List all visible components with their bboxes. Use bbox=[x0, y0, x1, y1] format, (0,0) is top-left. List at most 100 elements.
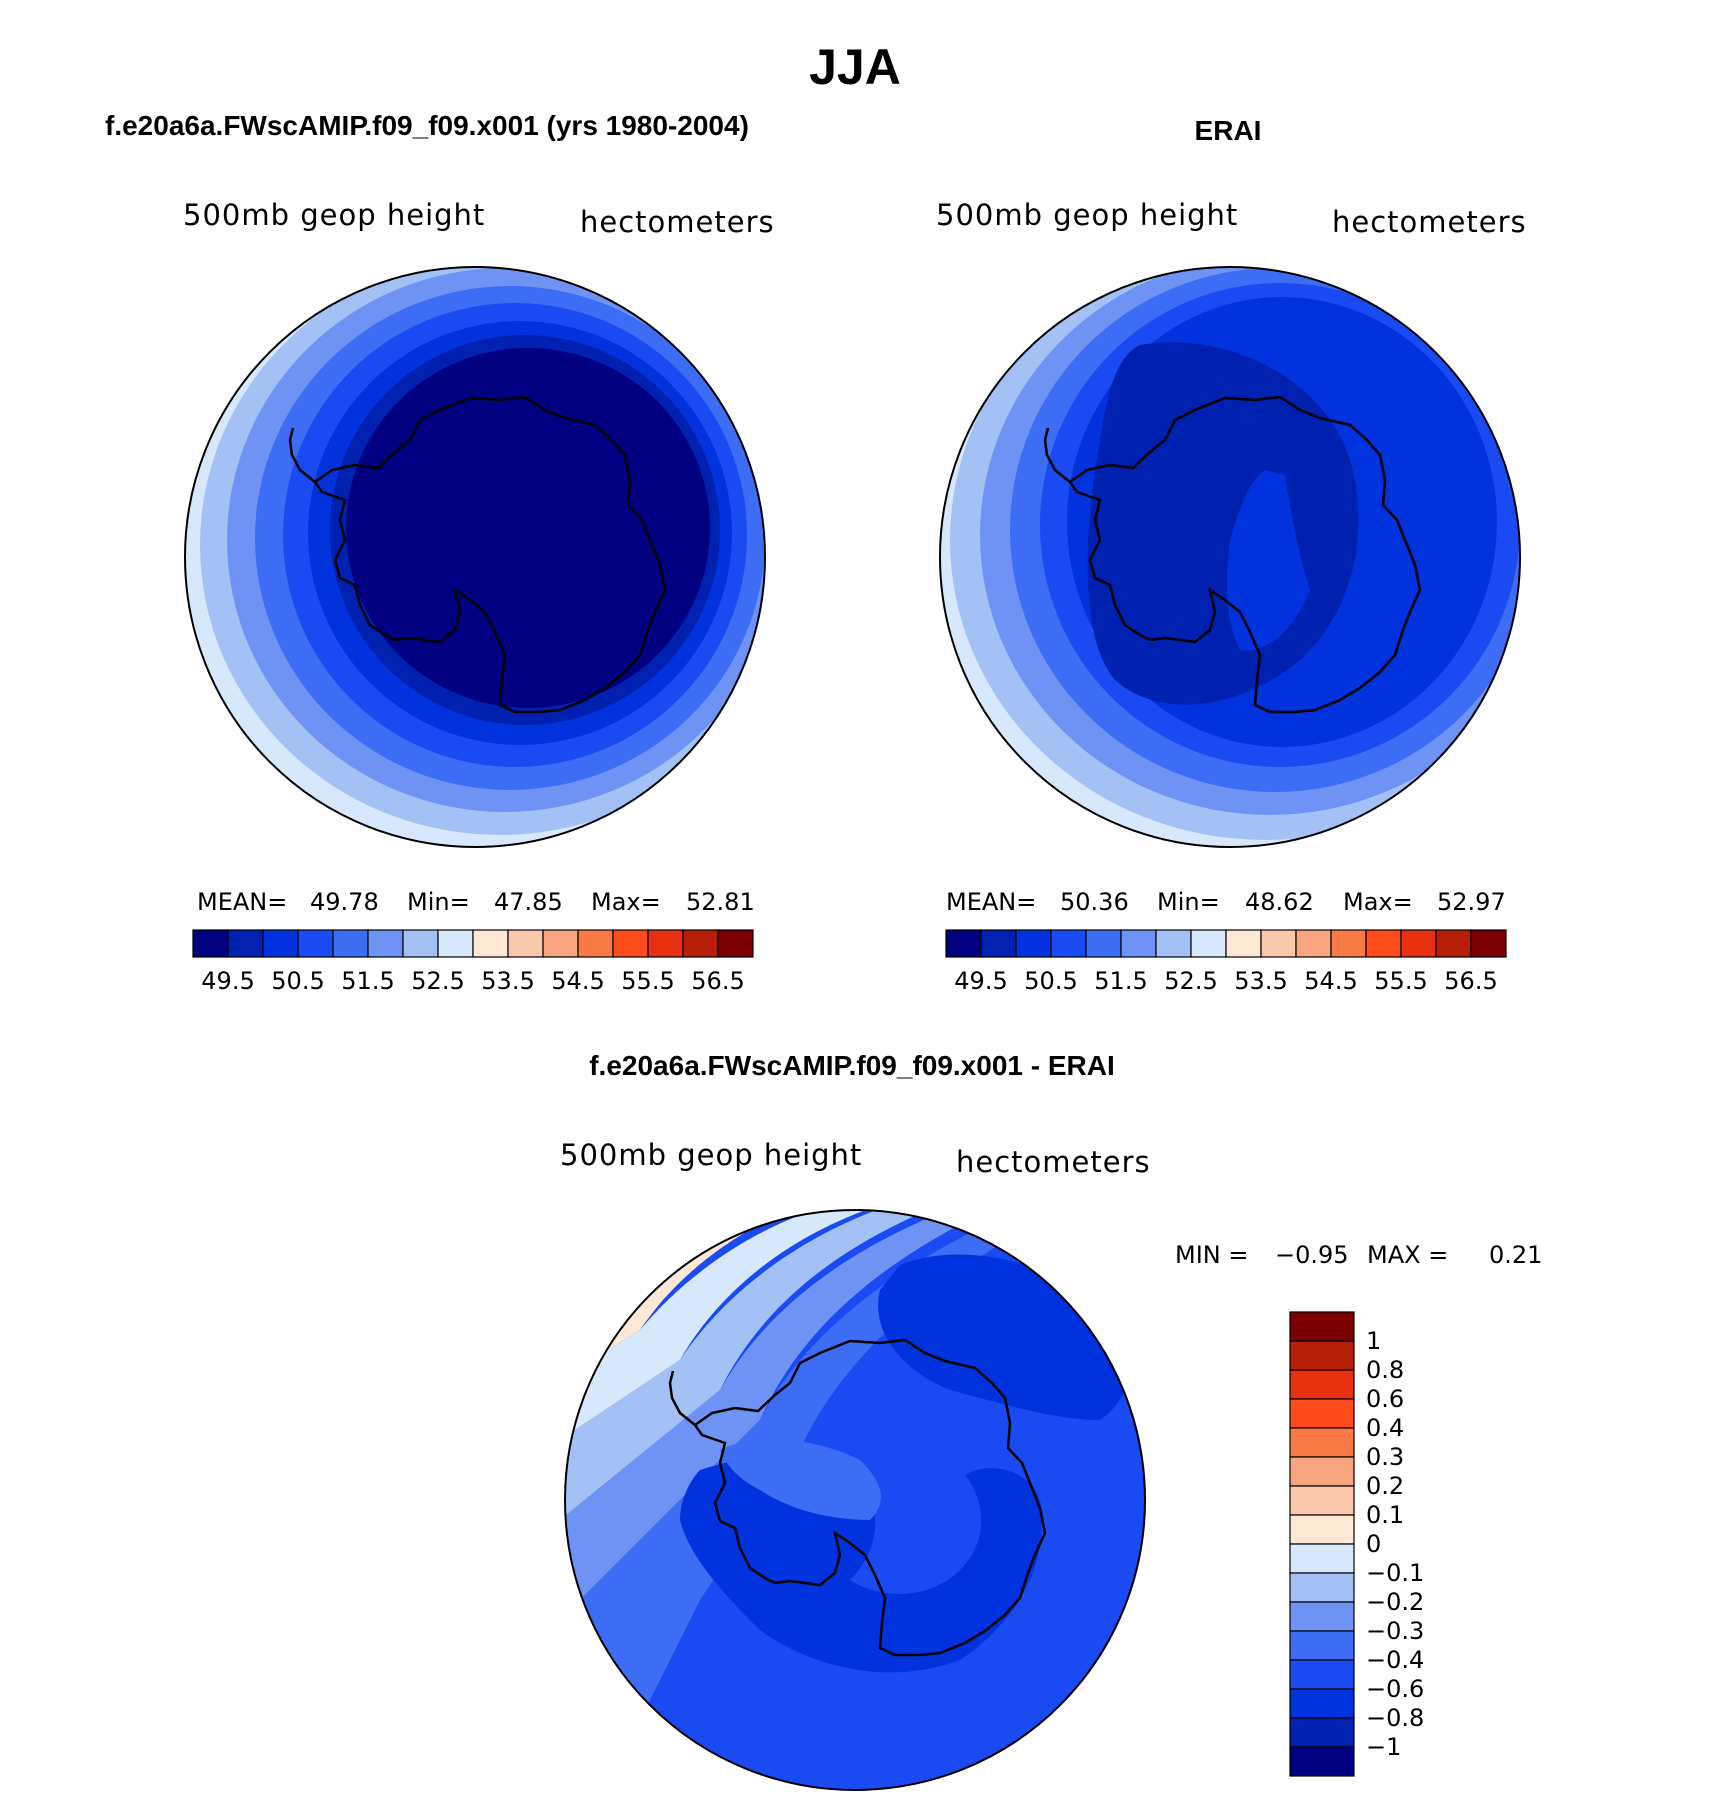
colorbar-swatch bbox=[1435, 929, 1472, 958]
panel-model-mean-label: MEAN= bbox=[197, 888, 287, 916]
colorbar-tick-label: 53.5 bbox=[1234, 967, 1287, 995]
colorbar-swatch bbox=[402, 929, 439, 958]
colorbar-swatch bbox=[1289, 1688, 1355, 1719]
colorbar-swatch bbox=[577, 929, 614, 958]
colorbar-tick-label: 49.5 bbox=[201, 967, 254, 995]
panel-model-map bbox=[185, 267, 765, 847]
colorbar-swatch bbox=[367, 929, 404, 958]
colorbar-tick-label: −0.1 bbox=[1366, 1559, 1424, 1587]
colorbar-tick-label: 0.1 bbox=[1366, 1501, 1404, 1529]
panel-obs: ERAI 500mb geop height hectometers MEAN=… bbox=[936, 115, 1526, 995]
panel-diff-units: hectometers bbox=[956, 1145, 1151, 1179]
colorbar-swatch bbox=[1289, 1369, 1355, 1400]
colorbar-swatch bbox=[507, 929, 544, 958]
colorbar-swatch bbox=[472, 929, 509, 958]
panel-obs-colorbar-ticks: 49.5 50.5 51.5 52.5 53.5 54.5 55.5 56.5 bbox=[954, 967, 1497, 995]
figure-title: JJA bbox=[809, 39, 901, 95]
colorbar-tick-label: 0.6 bbox=[1366, 1385, 1404, 1413]
colorbar-tick-label: −0.2 bbox=[1366, 1588, 1424, 1616]
colorbar-tick-label: 51.5 bbox=[1094, 967, 1147, 995]
colorbar-swatch bbox=[1289, 1427, 1355, 1458]
colorbar-tick-label: 51.5 bbox=[341, 967, 394, 995]
colorbar-swatch bbox=[945, 929, 982, 958]
colorbar-swatch bbox=[332, 929, 369, 958]
colorbar-swatch bbox=[1015, 929, 1052, 958]
panel-obs-variable: 500mb geop height bbox=[936, 198, 1238, 232]
colorbar-swatch bbox=[1289, 1340, 1355, 1371]
panel-model-map-outline bbox=[184, 266, 766, 848]
panel-diff-max-value: 0.21 bbox=[1489, 1241, 1542, 1269]
colorbar-swatch bbox=[1289, 1572, 1355, 1603]
colorbar-tick-label: 56.5 bbox=[1444, 967, 1497, 995]
colorbar-swatch bbox=[717, 929, 754, 958]
colorbar-tick-label: 54.5 bbox=[551, 967, 604, 995]
colorbar-swatch bbox=[1289, 1601, 1355, 1632]
panel-obs-min-label: Min= bbox=[1157, 888, 1220, 916]
panel-obs-max-label: Max= bbox=[1343, 888, 1413, 916]
colorbar-swatch bbox=[1365, 929, 1402, 958]
panel-model-variable: 500mb geop height bbox=[183, 198, 485, 232]
colorbar-swatch bbox=[1085, 929, 1122, 958]
panel-model-min-label: Min= bbox=[407, 888, 470, 916]
colorbar-tick-label: 56.5 bbox=[691, 967, 744, 995]
colorbar-swatch bbox=[297, 929, 334, 958]
panel-model-title: f.e20a6a.FWscAMIP.f09_f09.x001 (yrs 1980… bbox=[105, 110, 749, 141]
colorbar-swatch bbox=[1289, 1746, 1355, 1777]
colorbar-swatch bbox=[1289, 1514, 1355, 1545]
panel-diff: f.e20a6a.FWscAMIP.f09_f09.x001 - ERAI 50… bbox=[560, 1050, 1542, 1791]
colorbar-swatch bbox=[612, 929, 649, 958]
colorbar-tick-label: −1 bbox=[1366, 1733, 1401, 1761]
panel-diff-min-label: MIN = bbox=[1175, 1241, 1248, 1269]
panel-diff-map-outline bbox=[564, 1209, 1146, 1791]
colorbar-swatch bbox=[192, 929, 229, 958]
panel-obs-mean-value: 50.36 bbox=[1060, 888, 1129, 916]
colorbar-tick-label: 55.5 bbox=[621, 967, 674, 995]
panel-obs-map-outline bbox=[939, 266, 1521, 848]
colorbar-swatch bbox=[542, 929, 579, 958]
colorbar-swatch bbox=[1289, 1717, 1355, 1748]
panel-diff-colorbar bbox=[1289, 1311, 1355, 1777]
colorbar-swatch bbox=[1225, 929, 1262, 958]
colorbar-tick-label: 50.5 bbox=[271, 967, 324, 995]
colorbar-swatch bbox=[1289, 1456, 1355, 1487]
colorbar-swatch bbox=[437, 929, 474, 958]
colorbar-tick-label: 49.5 bbox=[954, 967, 1007, 995]
colorbar-tick-label: 52.5 bbox=[1164, 967, 1217, 995]
panel-diff-title: f.e20a6a.FWscAMIP.f09_f09.x001 - ERAI bbox=[589, 1050, 1115, 1081]
panel-obs-min-value: 48.62 bbox=[1245, 888, 1314, 916]
colorbar-tick-label: 54.5 bbox=[1304, 967, 1357, 995]
colorbar-swatch bbox=[1470, 929, 1507, 958]
colorbar-swatch bbox=[1155, 929, 1192, 958]
panel-diff-colorbar-ticks: 10.80.60.40.30.20.10−0.1−0.2−0.3−0.4−0.6… bbox=[1366, 1327, 1424, 1761]
colorbar-tick-label: 0 bbox=[1366, 1530, 1381, 1558]
panel-model-units: hectometers bbox=[580, 205, 775, 239]
panel-model-mean-value: 49.78 bbox=[310, 888, 379, 916]
panel-obs-max-value: 52.97 bbox=[1437, 888, 1506, 916]
colorbar-tick-label: −0.3 bbox=[1366, 1617, 1424, 1645]
colorbar-swatch bbox=[682, 929, 719, 958]
panel-obs-map bbox=[940, 267, 1520, 847]
colorbar-swatch bbox=[1050, 929, 1087, 958]
colorbar-tick-label: −0.4 bbox=[1366, 1646, 1424, 1674]
panel-obs-title: ERAI bbox=[1195, 115, 1262, 146]
colorbar-swatch bbox=[1295, 929, 1332, 958]
colorbar-tick-label: 55.5 bbox=[1374, 967, 1427, 995]
colorbar-swatch bbox=[1289, 1398, 1355, 1429]
colorbar-swatch bbox=[647, 929, 684, 958]
colorbar-swatch bbox=[1260, 929, 1297, 958]
colorbar-tick-label: 52.5 bbox=[411, 967, 464, 995]
panel-model: f.e20a6a.FWscAMIP.f09_f09.x001 (yrs 1980… bbox=[105, 110, 775, 995]
colorbar-swatch bbox=[1289, 1630, 1355, 1661]
colorbar-swatch bbox=[1190, 929, 1227, 958]
colorbar-tick-label: 53.5 bbox=[481, 967, 534, 995]
colorbar-tick-label: 0.4 bbox=[1366, 1414, 1404, 1442]
panel-model-max-label: Max= bbox=[591, 888, 661, 916]
colorbar-swatch bbox=[227, 929, 264, 958]
panel-model-min-value: 47.85 bbox=[494, 888, 563, 916]
colorbar-swatch bbox=[1330, 929, 1367, 958]
panel-model-colorbar bbox=[192, 929, 754, 958]
panel-diff-min-value: −0.95 bbox=[1275, 1241, 1349, 1269]
colorbar-swatch bbox=[1289, 1485, 1355, 1516]
colorbar-tick-label: 0.3 bbox=[1366, 1443, 1404, 1471]
